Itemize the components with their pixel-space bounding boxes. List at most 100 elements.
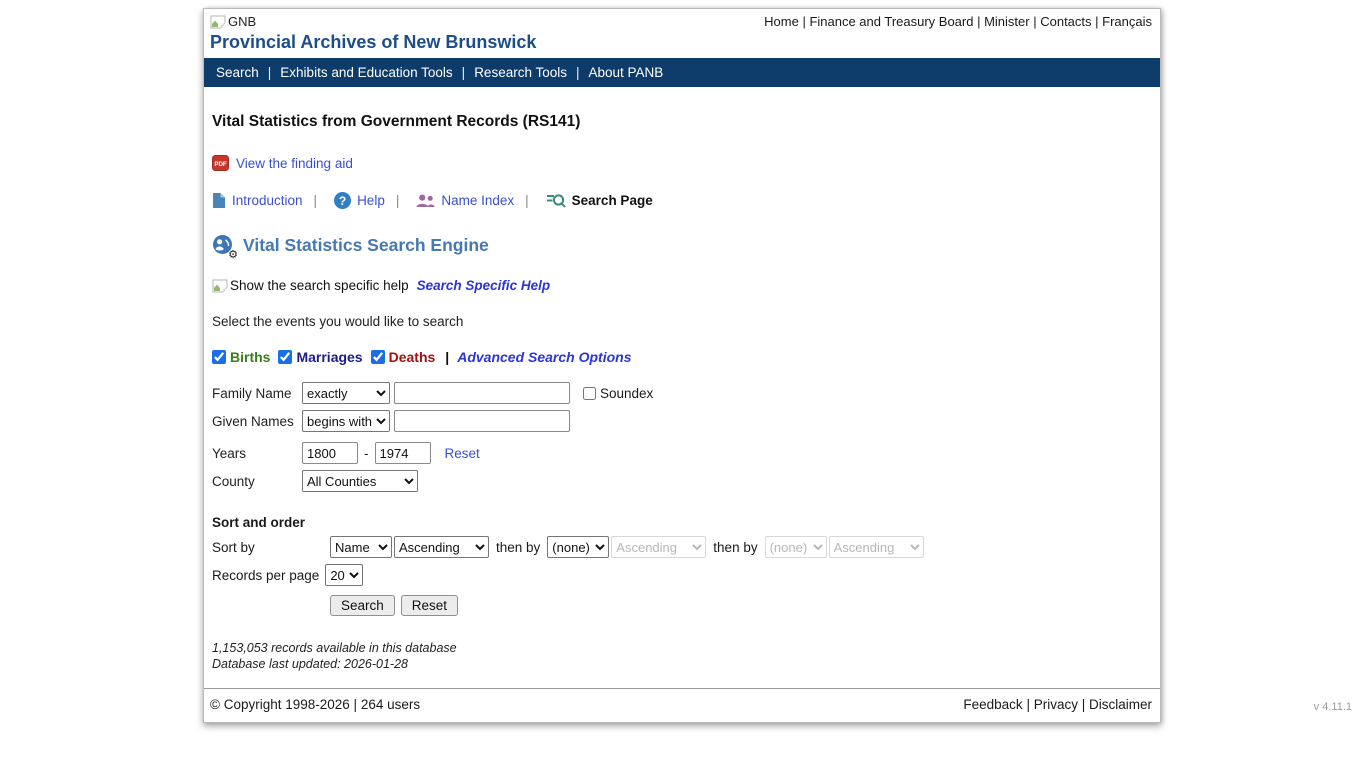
given-names-match-select[interactable]: begins with (302, 410, 390, 432)
given-names-input[interactable] (394, 410, 570, 432)
nav-item-search[interactable]: Search (216, 65, 259, 80)
search-button[interactable]: Search (330, 595, 395, 616)
family-name-label: Family Name (212, 385, 292, 401)
search-engine-icon: ⚙ (212, 234, 238, 261)
toolbar-item-help[interactable]: ? Help (303, 192, 385, 209)
sort-by-label: Sort by (212, 539, 255, 555)
footer-link-feedback[interactable]: Feedback (963, 697, 1023, 713)
sort3-field-select[interactable]: (none) (764, 536, 827, 558)
marriages-checkbox[interactable] (278, 350, 293, 364)
page-title: Vital Statistics from Government Records… (212, 113, 581, 130)
advanced-search-options-link[interactable]: Advanced Search Options (443, 349, 631, 365)
records-per-page-select[interactable]: 20 (325, 564, 364, 586)
nav-item-research-tools[interactable]: Research Tools (453, 65, 567, 80)
then-by-label-2: then by (713, 539, 758, 555)
form-buttons: Search Reset (330, 595, 1152, 616)
sort1-field-select[interactable]: Name (330, 536, 392, 558)
broken-image-icon (210, 15, 226, 28)
footer-link-privacy[interactable]: Privacy (1023, 697, 1078, 712)
nav-item-about-panb[interactable]: About PANB (567, 65, 664, 80)
marriages-label: Marriages (296, 349, 363, 365)
toolbar-name-index-label: Name Index (441, 193, 515, 208)
records-per-page-row: Records per page 20 (212, 564, 1152, 586)
year-from-input[interactable] (302, 442, 358, 464)
marriages-option: Marriages (278, 349, 363, 365)
top-link-finance[interactable]: Finance and Treasury Board (799, 14, 974, 29)
top-link-contacts[interactable]: Contacts (1030, 14, 1092, 29)
county-label: County (212, 473, 255, 489)
sort2-field-select[interactable]: (none) (547, 536, 610, 558)
search-form: Family Name exactly Soundex Given Names … (212, 381, 1152, 616)
sort2-direction-select[interactable]: Ascending (611, 536, 707, 558)
events-row: Births Marriages Deaths Advanced Search … (212, 349, 1152, 365)
top-link-minister[interactable]: Minister (973, 14, 1029, 29)
top-link-francais[interactable]: Français (1092, 14, 1152, 29)
years-label: Years (212, 445, 247, 461)
people-icon (416, 194, 435, 207)
last-updated-line: Database last updated: 2026-01-28 (212, 656, 408, 671)
engine-heading-row: ⚙ Vital Statistics Search Engine (212, 234, 1152, 261)
document-icon (213, 193, 225, 208)
sort3-direction-select[interactable]: Ascending (828, 536, 924, 558)
search-list-icon (546, 194, 566, 208)
toolbar-help-label: Help (357, 193, 385, 208)
footer-divider (204, 688, 1160, 690)
county-row: County All Counties (212, 469, 1152, 493)
site-title: Provincial Archives of New Brunswick (210, 32, 537, 52)
deaths-label: Deaths (388, 349, 436, 365)
footer-link-disclaimer[interactable]: Disclaimer (1078, 697, 1152, 712)
top-links: HomeFinance and Treasury BoardMinisterCo… (764, 14, 1152, 29)
users-count: 264 users (350, 697, 420, 712)
soundex-option: Soundex (583, 386, 653, 401)
pdf-icon: PDF (212, 155, 229, 171)
year-to-input[interactable] (374, 442, 431, 464)
toolbar-search-page-label: Search Page (571, 193, 653, 208)
database-stats: 1,153,053 records available in this data… (212, 641, 1152, 672)
main-navbar: SearchExhibits and Education ToolsResear… (204, 58, 1160, 87)
copyright-text: © Copyright 1998-2026 (210, 697, 350, 713)
soundex-checkbox[interactable] (583, 386, 596, 400)
toolbar-item-search-page[interactable]: Search Page (514, 192, 653, 209)
toolbar-item-name-index[interactable]: Name Index (385, 193, 514, 208)
given-names-row: Given Names begins with (212, 409, 1152, 433)
family-name-row: Family Name exactly Soundex (212, 381, 1152, 405)
footer-left: © Copyright 1998-2026264 users (210, 697, 420, 712)
reset-button[interactable]: Reset (400, 595, 459, 616)
top-link-home[interactable]: Home (764, 14, 799, 29)
toolbar-introduction-label: Introduction (232, 193, 303, 208)
years-separator: - (364, 445, 369, 461)
help-image-alt-text: Show the search specific help (230, 278, 409, 293)
svg-text:PDF: PDF (214, 161, 227, 168)
gear-icon: ⚙ (228, 249, 238, 261)
gnb-logo-alt-text: GNB (228, 14, 257, 29)
given-names-label: Given Names (212, 413, 294, 429)
main-content: Vital Statistics from Government Records… (204, 113, 1160, 672)
family-name-input[interactable] (394, 382, 570, 404)
births-label: Births (230, 349, 271, 365)
engine-heading: Vital Statistics Search Engine (243, 235, 489, 255)
header-top: GNB HomeFinance and Treasury BoardMinist… (204, 9, 1160, 29)
family-name-match-select[interactable]: exactly (302, 382, 390, 404)
nav-item-exhibits[interactable]: Exhibits and Education Tools (259, 65, 452, 80)
page-toolbar: Introduction ? Help Name Index (212, 192, 1152, 209)
deaths-checkbox[interactable] (370, 350, 385, 364)
search-help-row: Show the search specific help Search Spe… (212, 278, 1152, 293)
gnb-logo[interactable]: GNB (210, 14, 256, 29)
version-label: v 4.11.1 (1313, 701, 1352, 713)
search-specific-help-link[interactable]: Search Specific Help (416, 278, 551, 293)
footer: © Copyright 1998-2026264 users FeedbackP… (204, 689, 1160, 722)
help-icon: ? (334, 192, 352, 209)
broken-image-icon (212, 279, 228, 292)
toolbar-item-introduction[interactable]: Introduction (212, 192, 303, 209)
years-reset-link[interactable]: Reset (444, 445, 480, 461)
sort1-direction-select[interactable]: Ascending (394, 536, 489, 558)
soundex-label: Soundex (600, 385, 654, 401)
finding-aid-link[interactable]: View the finding aid (236, 155, 353, 171)
births-option: Births (212, 349, 270, 365)
county-select[interactable]: All Counties (302, 470, 418, 492)
finding-aid-row: PDF View the finding aid (212, 155, 1152, 171)
footer-links: FeedbackPrivacyDisclaimer (963, 697, 1152, 712)
sort-by-row: Sort by Name Ascending then by (none) As… (212, 536, 1152, 558)
births-checkbox[interactable] (212, 350, 226, 364)
select-events-label: Select the events you would like to sear… (212, 314, 464, 329)
